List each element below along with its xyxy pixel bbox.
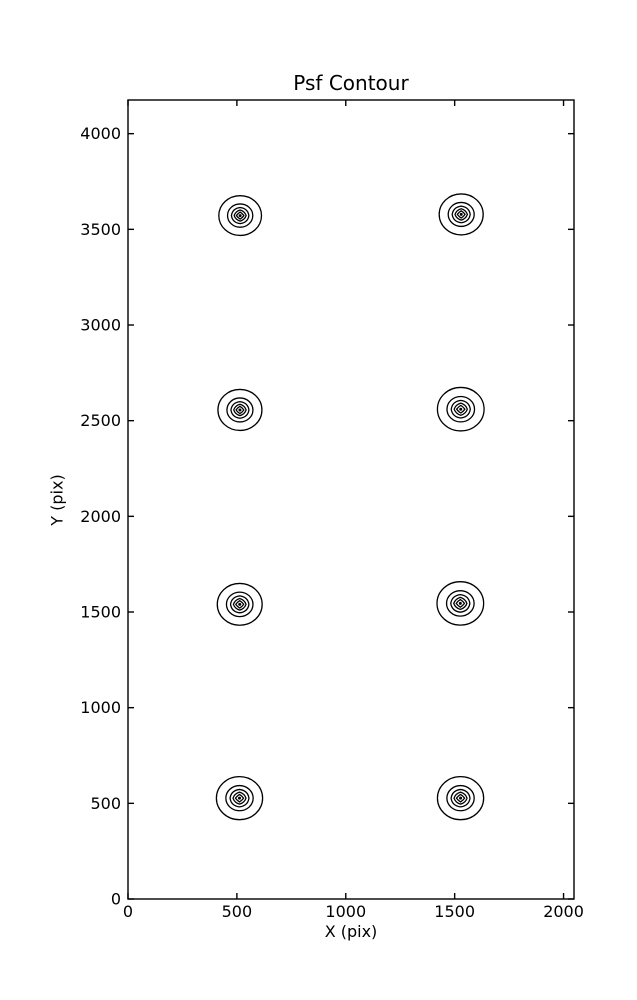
x-axis-label: X (pix) <box>324 922 378 941</box>
contour-ring <box>446 784 475 812</box>
contour-ring <box>233 403 247 417</box>
y-tick-label: 2500 <box>80 411 121 430</box>
psf-center-dot <box>459 407 463 411</box>
contour-ring <box>455 793 466 803</box>
chart-title: Psf Contour <box>293 71 409 95</box>
x-tick-label: 500 <box>222 902 253 921</box>
contour-ring <box>455 598 466 608</box>
contour-ring <box>446 395 476 423</box>
contour-ring <box>438 193 484 236</box>
contour-ring <box>451 205 471 224</box>
contour-ring <box>233 209 247 222</box>
contour-ring <box>453 791 468 805</box>
y-tick-label: 3500 <box>80 220 121 239</box>
y-tick-label: 1500 <box>80 603 121 622</box>
contour-ring <box>450 593 471 613</box>
y-tick-label: 0 <box>111 890 121 909</box>
contour-ring <box>218 195 263 237</box>
contour-ring <box>230 206 250 225</box>
contour-ring <box>235 405 245 415</box>
contour-ring <box>436 386 485 432</box>
contour-ring <box>450 399 471 419</box>
x-tick-label: 1000 <box>325 902 366 921</box>
contour-ring <box>436 775 485 821</box>
psf-center-dot <box>459 212 463 216</box>
psf-center-dot <box>238 602 242 606</box>
contour-ring <box>226 203 254 228</box>
contour-ring <box>229 788 250 808</box>
y-tick-label: 3000 <box>80 316 121 335</box>
contour-ring <box>454 208 469 221</box>
contour-ring <box>445 590 475 617</box>
contour-ring <box>447 201 475 228</box>
x-tick-label: 2000 <box>543 902 584 921</box>
contour-ring <box>230 401 250 419</box>
contour-ring <box>225 784 254 812</box>
contour-ring <box>232 791 247 805</box>
contour-ring <box>216 582 263 626</box>
contour-ring <box>453 402 468 416</box>
contour-ring <box>456 210 466 219</box>
contour-ring <box>226 397 254 423</box>
contour-ring <box>232 597 247 611</box>
contour-ring <box>217 388 263 432</box>
contour-ring <box>450 788 471 808</box>
psf-center-dot <box>458 601 462 605</box>
contour-ring <box>229 595 250 614</box>
x-tick-label: 1500 <box>434 902 475 921</box>
contour-ring <box>453 596 468 611</box>
y-tick-label: 500 <box>90 794 121 813</box>
contour-ring <box>235 600 245 609</box>
y-tick-label: 2000 <box>80 507 121 526</box>
psf-center-dot <box>238 408 242 412</box>
y-axis-label: Y (pix) <box>47 474 67 526</box>
psf-center-dot <box>238 214 242 218</box>
contour-ring <box>235 211 245 220</box>
contour-ring <box>436 581 485 626</box>
y-tick-label: 4000 <box>80 124 121 143</box>
contour-ring <box>455 404 466 414</box>
psf-center-dot <box>238 796 241 800</box>
x-tick-label: 0 <box>123 902 133 921</box>
y-tick-label: 1000 <box>80 698 121 717</box>
contour-ring <box>234 793 245 803</box>
psf-center-dot <box>459 796 463 800</box>
contour-ring <box>215 775 264 821</box>
plot-border <box>127 99 575 900</box>
contour-ring <box>225 591 254 618</box>
